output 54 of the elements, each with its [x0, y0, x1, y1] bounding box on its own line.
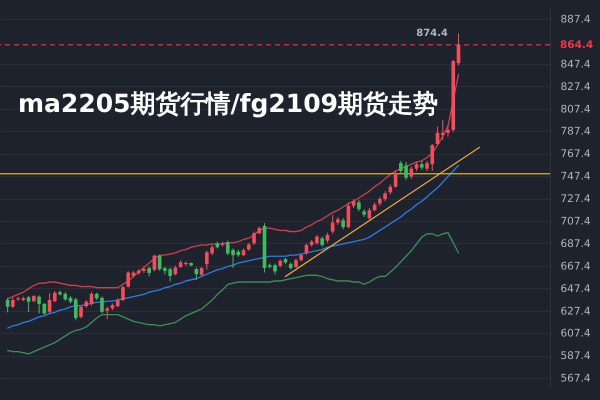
candlestick: [346, 202, 350, 229]
y-tick-label: 707.4: [560, 216, 591, 228]
candlestick: [210, 244, 214, 256]
candlestick: [152, 254, 156, 272]
line-series: [6, 74, 460, 300]
y-tick-label: 767.4: [560, 148, 591, 160]
y-tick-label: 887.4: [560, 14, 591, 26]
candlestick: [446, 124, 450, 138]
candlestick: [326, 232, 330, 244]
y-tick-label: 667.4: [560, 260, 591, 272]
candlestick: [294, 258, 298, 269]
candlestick: [42, 302, 46, 316]
line-series: [6, 164, 460, 329]
line-series: [6, 232, 460, 355]
candlestick: [252, 231, 256, 246]
candlestick: [368, 207, 372, 221]
y-tick-label: 687.4: [560, 238, 591, 250]
text: ma2205期货行情/fg2109期货走势: [18, 89, 438, 118]
candlestick: [6, 297, 10, 313]
candlestick: [399, 160, 403, 174]
candlestick: [205, 250, 209, 270]
candlestick: [79, 305, 83, 320]
y-tick-label: 787.4: [560, 126, 591, 138]
y-tick-label: 647.4: [560, 282, 591, 295]
candlestick: [320, 236, 324, 248]
candlestick: [37, 295, 41, 314]
candlestick: [168, 266, 172, 282]
candlestick: [409, 166, 414, 180]
annotation: 874.4: [416, 28, 448, 39]
y-tick-label: 827.4: [560, 80, 591, 93]
candlestick: [194, 266, 198, 280]
y-tick-label: 847.4: [560, 58, 591, 70]
candlestick: [200, 266, 204, 277]
y-tick-label: 607.4: [560, 328, 591, 340]
candlestick: [394, 170, 398, 188]
candlestick: [383, 190, 387, 202]
y-tick-label: 747.4: [560, 170, 591, 183]
candlestick: [330, 214, 334, 234]
candlestick: [11, 297, 15, 308]
y-tick-label: 587.4: [560, 350, 591, 362]
candlestick: [304, 242, 308, 256]
y-tick-label: 807.4: [560, 103, 591, 116]
candlestick: [357, 200, 361, 212]
candlestick: [404, 161, 408, 180]
candlestick: [26, 296, 30, 312]
candlestick: [388, 184, 392, 196]
y-tick-label: 567.4: [560, 372, 591, 385]
y-tick-label: 727.4: [560, 193, 591, 206]
candlestick: [121, 285, 125, 302]
candlestick: [174, 265, 178, 276]
candlestick: [147, 266, 151, 277]
y-tick-label: 627.4: [560, 305, 591, 318]
candlestick: [341, 218, 345, 230]
ref-line-label: 864.4: [560, 38, 594, 51]
